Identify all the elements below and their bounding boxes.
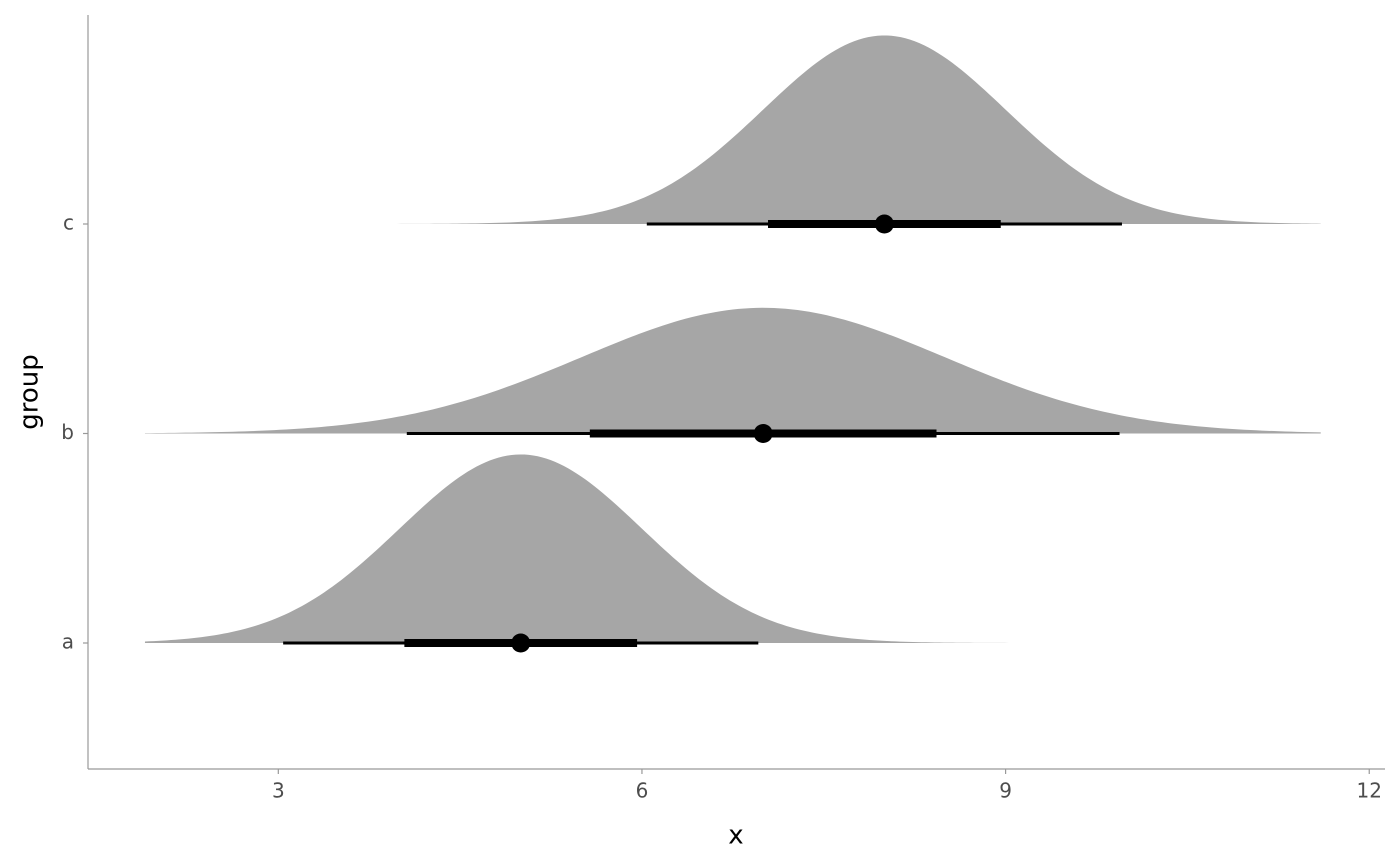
point [874, 214, 894, 234]
x-tick-label: 6 [636, 779, 649, 803]
x-tick-label: 3 [272, 779, 285, 803]
density [144, 454, 1018, 643]
y-tick-label: b [61, 420, 74, 444]
x-tick-label: 9 [999, 779, 1012, 803]
point [753, 424, 773, 443]
y-tick-label: c [63, 211, 74, 235]
point [511, 633, 531, 653]
y-tick-label: a [62, 630, 74, 654]
y-axis-title: group [15, 354, 45, 430]
density [387, 35, 1321, 225]
x-axis-title: x [728, 821, 743, 851]
density [144, 307, 1321, 434]
x-tick-label: 12 [1357, 779, 1382, 803]
